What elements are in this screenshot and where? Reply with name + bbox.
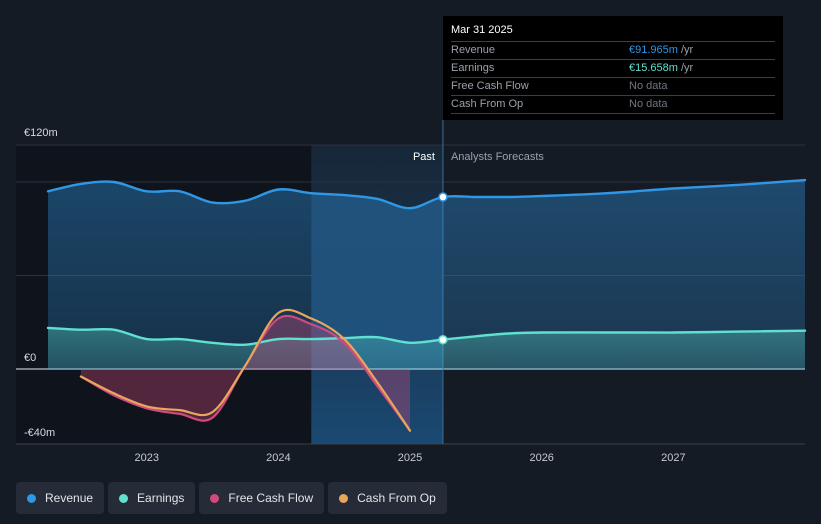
tooltip-unit: /yr — [677, 44, 694, 56]
tooltip-earnings-value: €15.658m — [629, 62, 678, 74]
tooltip-date: Mar 31 2025 — [451, 23, 775, 42]
tooltip-row-cash-from-op: Cash From Op No data — [451, 96, 775, 114]
revenue-area — [48, 180, 805, 369]
tooltip-unit: /yr — [677, 62, 694, 74]
tooltip-row-revenue: Revenue €91.965m /yr — [451, 42, 775, 60]
tooltip-cfo-value: No data — [629, 98, 668, 110]
y-tick-label: -€40m — [24, 427, 55, 439]
revenue-marker — [438, 192, 448, 202]
revenue-dot-icon — [27, 493, 36, 503]
y-tick-label: €120m — [24, 127, 58, 139]
legend-label: Earnings — [137, 491, 185, 505]
x-tick-label: 2024 — [266, 452, 290, 464]
legend-item-revenue[interactable]: Revenue — [16, 482, 105, 514]
tooltip-row-free-cash-flow: Free Cash Flow No data — [451, 78, 775, 96]
x-tick-label: 2026 — [529, 452, 553, 464]
forecast-label: Analysts Forecasts — [451, 151, 544, 163]
cash-from-op-dot-icon — [339, 493, 349, 503]
legend-label: Cash From Op — [357, 491, 436, 505]
earnings-dot-icon — [119, 493, 129, 503]
legend-item-cash-from-op[interactable]: Cash From Op — [328, 482, 447, 514]
free-cash-flow-area — [80, 315, 411, 431]
y-tick-label: €0 — [24, 352, 36, 364]
chart-legend: Revenue Earnings Free Cash Flow Cash Fro… — [16, 482, 447, 514]
x-tick-label: 2023 — [134, 452, 158, 464]
earnings-marker — [438, 334, 448, 345]
hover-tooltip: Mar 31 2025 Revenue €91.965m /yr Earning… — [443, 16, 783, 120]
x-tick-label: 2025 — [398, 452, 422, 464]
earnings-area — [48, 327, 805, 369]
tooltip-row-earnings: Earnings €15.658m /yr — [451, 60, 775, 78]
tooltip-revenue-value: €91.965m — [629, 44, 678, 56]
tooltip-label: Free Cash Flow — [451, 80, 529, 92]
legend-label: Free Cash Flow — [228, 491, 314, 505]
legend-item-earnings[interactable]: Earnings — [108, 482, 196, 514]
x-tick-label: 2027 — [661, 452, 685, 464]
tooltip-label: Cash From Op — [451, 98, 524, 110]
legend-label: Revenue — [45, 491, 94, 505]
revenue-line — [46, 178, 807, 210]
cash-from-op-line — [79, 308, 412, 432]
free-cash-flow-dot-icon — [210, 493, 220, 503]
earnings-line — [46, 326, 807, 347]
past-label: Past — [413, 151, 435, 163]
tooltip-label: Revenue — [451, 44, 496, 56]
tooltip-fcf-value: No data — [629, 80, 668, 92]
tooltip-label: Earnings — [451, 62, 495, 74]
legend-item-free-cash-flow[interactable]: Free Cash Flow — [199, 482, 325, 514]
